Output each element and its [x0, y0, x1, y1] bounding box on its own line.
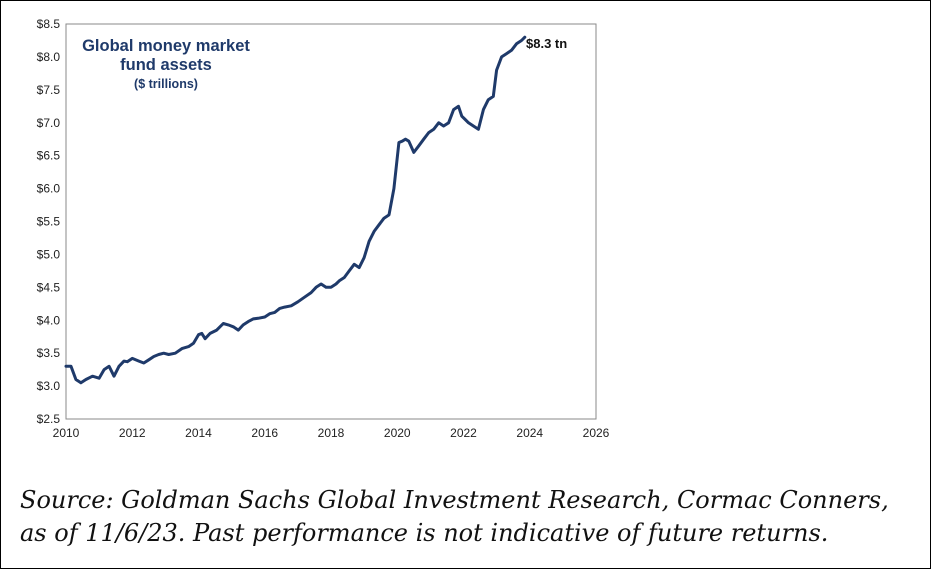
y-tick-label: $7.0 [37, 116, 61, 130]
chart-subtitle: ($ trillions) [134, 77, 198, 91]
series-line-money-market-assets [64, 35, 527, 385]
plot-area [65, 23, 597, 420]
chart-title-line-2: fund assets [120, 56, 212, 74]
y-tick-label: $8.5 [37, 17, 61, 31]
end-value-label: $8.3 tn [526, 36, 567, 51]
x-tick-label: 2024 [516, 426, 543, 440]
chart-title-line-1: Global money market [82, 37, 250, 55]
y-tick-label: $2.5 [37, 412, 61, 426]
x-tick-label: 2022 [450, 426, 477, 440]
x-tick-label: 2018 [318, 426, 345, 440]
y-axis-ticks: $2.5 $3.0 $3.5 $4.0 $4.5 $5.0 $5.5 $6.0 $6.5 $7.0… [37, 17, 61, 426]
x-tick-label: 2014 [185, 426, 212, 440]
y-tick-label: $4.5 [37, 280, 61, 294]
y-tick-label: $5.5 [37, 215, 61, 229]
y-tick-label: $3.0 [37, 379, 61, 393]
y-tick-label: $6.0 [37, 182, 61, 196]
x-tick-label: 2026 [583, 426, 610, 440]
x-tick-label: 2016 [251, 426, 278, 440]
y-tick-label: $3.5 [37, 346, 61, 360]
y-tick-label: $8.0 [37, 50, 61, 64]
x-axis-ticks: 2010 2012 2014 2016 2018 2020 2022 2024 2026 [53, 426, 610, 440]
source-note: Source: Goldman Sachs Global Investment … [20, 486, 889, 547]
y-tick-label: $5.0 [37, 247, 61, 261]
x-tick-label: 2012 [119, 426, 146, 440]
y-tick-label: $4.0 [37, 313, 61, 327]
y-tick-label: $6.5 [37, 149, 61, 163]
x-tick-label: 2020 [384, 426, 411, 440]
y-tick-label: $7.5 [37, 83, 61, 97]
x-tick-label: 2010 [53, 426, 80, 440]
